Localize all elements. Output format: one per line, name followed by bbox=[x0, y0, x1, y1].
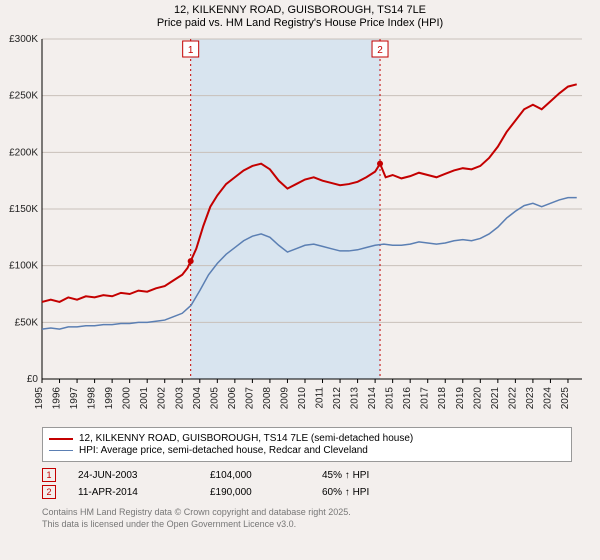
footer-line1: Contains HM Land Registry data © Crown c… bbox=[42, 507, 572, 519]
legend-swatch bbox=[49, 450, 73, 452]
svg-text:2013: 2013 bbox=[350, 387, 361, 410]
legend-row: 12, KILKENNY ROAD, GUISBOROUGH, TS14 7LE… bbox=[49, 433, 565, 444]
marker-date: 24-JUN-2003 bbox=[78, 470, 188, 481]
chart-title-block: 12, KILKENNY ROAD, GUISBOROUGH, TS14 7LE… bbox=[0, 0, 600, 31]
svg-text:2014: 2014 bbox=[367, 387, 378, 410]
svg-text:£250K: £250K bbox=[9, 91, 38, 102]
marker-date: 11-APR-2014 bbox=[78, 487, 188, 498]
svg-text:2015: 2015 bbox=[385, 387, 396, 410]
marker-row: 2 11-APR-2014 £190,000 60% ↑ HPI bbox=[42, 485, 572, 499]
svg-text:2010: 2010 bbox=[297, 387, 308, 410]
legend: 12, KILKENNY ROAD, GUISBOROUGH, TS14 7LE… bbox=[42, 427, 572, 462]
marker-number: 1 bbox=[42, 468, 56, 482]
svg-text:2025: 2025 bbox=[560, 387, 571, 410]
legend-swatch bbox=[49, 438, 73, 440]
svg-text:£300K: £300K bbox=[9, 34, 38, 45]
svg-text:1995: 1995 bbox=[34, 387, 45, 410]
svg-text:1997: 1997 bbox=[69, 387, 80, 410]
title-line2: Price paid vs. HM Land Registry's House … bbox=[0, 17, 600, 29]
marker-hpi: 45% ↑ HPI bbox=[322, 470, 369, 481]
svg-text:£100K: £100K bbox=[9, 261, 38, 272]
legend-label: HPI: Average price, semi-detached house,… bbox=[79, 445, 368, 456]
svg-text:1999: 1999 bbox=[104, 387, 115, 410]
svg-text:2022: 2022 bbox=[507, 387, 518, 410]
svg-text:2020: 2020 bbox=[472, 387, 483, 410]
svg-text:£150K: £150K bbox=[9, 204, 38, 215]
svg-text:2024: 2024 bbox=[542, 387, 553, 410]
svg-text:2001: 2001 bbox=[139, 387, 150, 410]
svg-text:2012: 2012 bbox=[332, 387, 343, 410]
svg-text:£0: £0 bbox=[27, 374, 39, 385]
footer-line2: This data is licensed under the Open Gov… bbox=[42, 519, 572, 531]
svg-text:2000: 2000 bbox=[122, 387, 133, 410]
svg-text:2: 2 bbox=[377, 45, 383, 56]
svg-text:2021: 2021 bbox=[490, 387, 501, 410]
svg-text:2002: 2002 bbox=[157, 387, 168, 410]
marker-price: £190,000 bbox=[210, 487, 300, 498]
marker-hpi: 60% ↑ HPI bbox=[322, 487, 369, 498]
svg-text:2018: 2018 bbox=[437, 387, 448, 410]
marker-row: 1 24-JUN-2003 £104,000 45% ↑ HPI bbox=[42, 468, 572, 482]
svg-text:£200K: £200K bbox=[9, 147, 38, 158]
svg-text:2006: 2006 bbox=[227, 387, 238, 410]
svg-text:2007: 2007 bbox=[244, 387, 255, 410]
svg-text:1: 1 bbox=[188, 45, 194, 56]
line-chart: £0 £50K £100K £150K £200K £250K £300K 1995 1996 1… bbox=[0, 31, 600, 423]
svg-text:2016: 2016 bbox=[402, 387, 413, 410]
markers-table: 1 24-JUN-2003 £104,000 45% ↑ HPI 2 11-APR-201… bbox=[42, 468, 572, 499]
svg-text:2019: 2019 bbox=[455, 387, 466, 410]
svg-text:2023: 2023 bbox=[525, 387, 536, 410]
svg-text:2003: 2003 bbox=[174, 387, 185, 410]
svg-text:2004: 2004 bbox=[192, 387, 203, 410]
marker-price: £104,000 bbox=[210, 470, 300, 481]
svg-text:2017: 2017 bbox=[420, 387, 431, 410]
marker-number: 2 bbox=[42, 485, 56, 499]
legend-label: 12, KILKENNY ROAD, GUISBOROUGH, TS14 7LE… bbox=[79, 433, 413, 444]
title-line1: 12, KILKENNY ROAD, GUISBOROUGH, TS14 7LE bbox=[0, 4, 600, 16]
attribution-footer: Contains HM Land Registry data © Crown c… bbox=[42, 507, 572, 530]
svg-text:1998: 1998 bbox=[87, 387, 98, 410]
svg-text:1996: 1996 bbox=[52, 387, 63, 410]
svg-text:2008: 2008 bbox=[262, 387, 273, 410]
svg-text:£50K: £50K bbox=[15, 317, 39, 328]
legend-row: HPI: Average price, semi-detached house,… bbox=[49, 445, 565, 456]
svg-text:2005: 2005 bbox=[209, 387, 220, 410]
svg-text:2009: 2009 bbox=[279, 387, 290, 410]
svg-text:2011: 2011 bbox=[315, 387, 326, 409]
chart-area: £0 £50K £100K £150K £200K £250K £300K 1995 1996 1… bbox=[0, 31, 600, 423]
